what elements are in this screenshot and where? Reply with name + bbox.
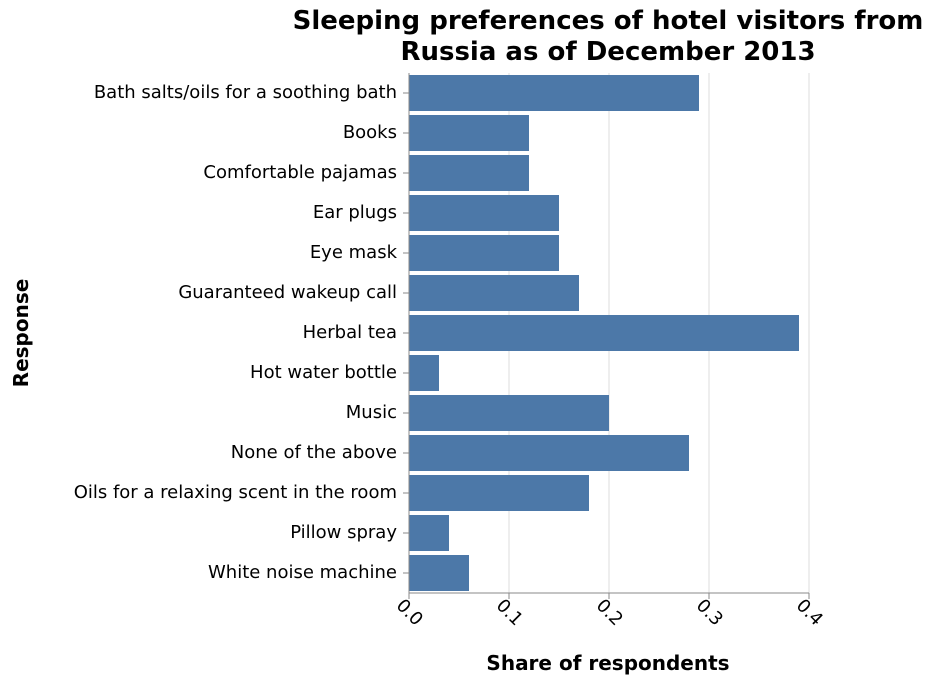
category-label: Comfortable pajamas — [203, 162, 397, 183]
x-tick-label: 0.0 — [392, 595, 427, 630]
x-tick-label: 0.3 — [692, 595, 727, 630]
x-tick-labels: 0.0 0.1 0.2 0.3 0.4 — [392, 595, 827, 630]
bar — [409, 475, 589, 511]
x-axis-title: Share of respondents — [486, 651, 729, 675]
category-label: Guaranteed wakeup call — [178, 282, 397, 303]
category-label: Pillow spray — [290, 522, 397, 543]
x-tick-label: 0.2 — [592, 595, 627, 630]
bar — [409, 555, 469, 591]
category-label: Herbal tea — [303, 322, 397, 343]
bar — [409, 275, 579, 311]
chart-title-line-1: Sleeping preferences of hotel visitors f… — [293, 6, 924, 36]
bars — [409, 75, 799, 591]
chart-title-line-2: Russia as of December 2013 — [400, 37, 815, 67]
x-tick-label: 0.4 — [792, 595, 827, 630]
category-label: White noise machine — [208, 562, 397, 583]
axes — [403, 73, 810, 599]
bar — [409, 515, 449, 551]
category-label: Music — [346, 402, 397, 423]
category-label: Hot water bottle — [250, 362, 397, 383]
bar — [409, 355, 439, 391]
category-label: Eye mask — [310, 242, 398, 263]
category-label: None of the above — [231, 442, 397, 463]
bar — [409, 115, 529, 151]
bar — [409, 75, 699, 111]
category-label: Bath salts/oils for a soothing bath — [94, 82, 397, 103]
bar — [409, 155, 529, 191]
bar — [409, 435, 689, 471]
y-axis-title: Response — [9, 279, 33, 388]
bar — [409, 395, 609, 431]
category-label: Ear plugs — [313, 202, 397, 223]
category-label: Oils for a relaxing scent in the room — [74, 482, 397, 503]
bar — [409, 315, 799, 351]
bar — [409, 235, 559, 271]
bar — [409, 195, 559, 231]
chart-title: Sleeping preferences of hotel visitors f… — [293, 6, 924, 67]
category-label: Books — [343, 122, 397, 143]
category-labels: Bath salts/oils for a soothing bath Books… — [74, 82, 398, 583]
x-tick-label: 0.1 — [492, 595, 527, 630]
